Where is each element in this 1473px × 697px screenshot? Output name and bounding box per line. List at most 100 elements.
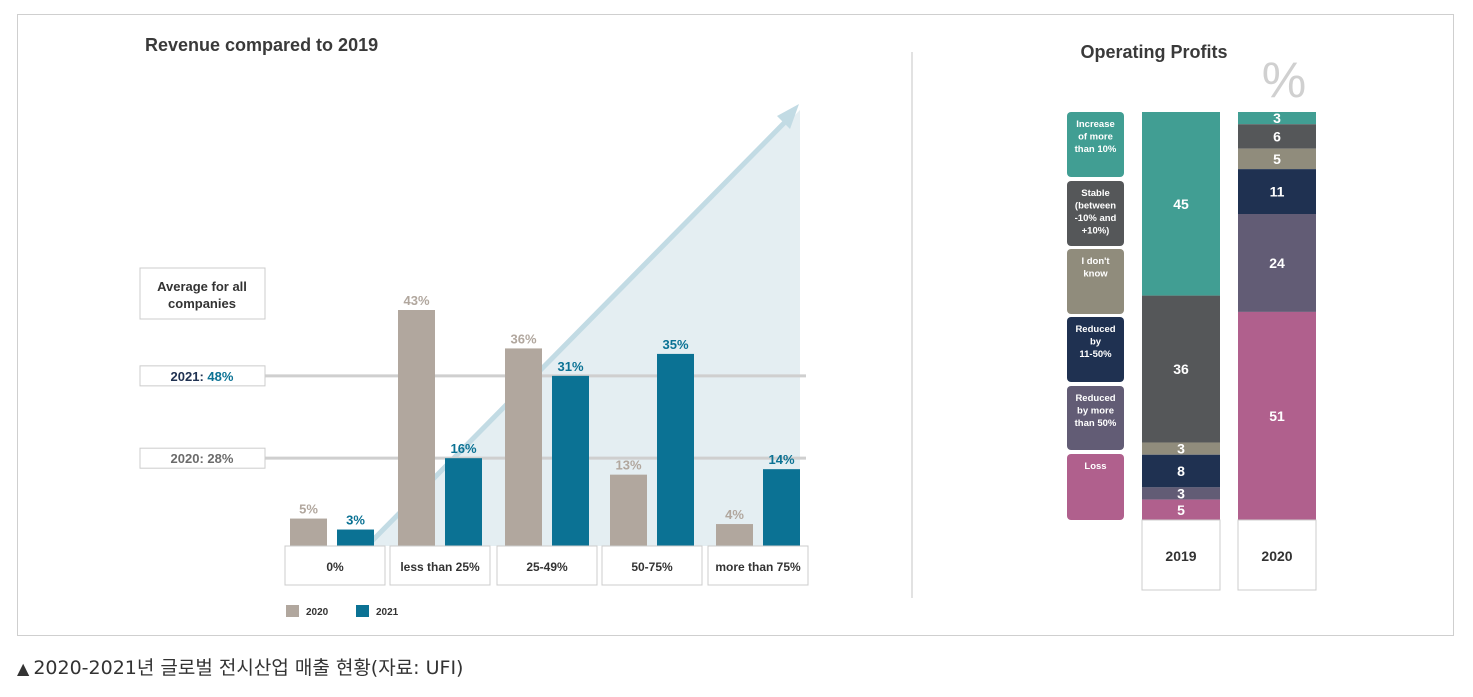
category-label: 2020 [1261, 548, 1292, 564]
segment-label: 51 [1269, 408, 1285, 424]
bar-2020 [290, 518, 327, 546]
stack-segment [1238, 311, 1316, 520]
data-label-2021: 16% [450, 441, 476, 456]
stack-segment [1142, 295, 1220, 443]
chart-title: Operating Profits [1080, 42, 1227, 62]
data-label-2021: 35% [662, 337, 688, 352]
legend-line: by more [1077, 406, 1114, 417]
legend-line: Loss [1084, 461, 1106, 472]
legend-line: than 10% [1075, 144, 1117, 155]
reference-title-line: companies [168, 296, 236, 311]
reference-label-year: 2020: [171, 451, 208, 466]
legend-line: than 50% [1075, 418, 1117, 429]
data-label-2020: 43% [403, 293, 429, 308]
category-box [601, 545, 703, 586]
revenue-chart: Revenue compared to 2019 Average for all c… [139, 35, 809, 618]
segment-label: 11 [1270, 184, 1285, 200]
data-label-2021: 31% [557, 359, 583, 374]
bar-2020 [505, 348, 542, 546]
legend-line: Increase [1076, 119, 1115, 130]
reference-label-year: 2021: [171, 369, 208, 384]
category-box [284, 545, 386, 586]
stack-segment [1238, 112, 1316, 125]
category-label: 25-49% [526, 560, 568, 574]
trend-arrow-line [370, 116, 791, 543]
stack-segment [1142, 454, 1220, 488]
data-label-2021: 3% [346, 513, 365, 528]
chart-title: Revenue compared to 2019 [145, 35, 378, 55]
data-label-2020: 5% [299, 502, 318, 517]
legend-line: I don't [1081, 256, 1110, 267]
reference-label-value: 48% [207, 369, 233, 384]
category-box [496, 545, 598, 586]
figure-caption: ▲ 2020-2021년 글로벌 전시산업 매출 현황(자료: UFI) [17, 653, 463, 680]
legend-line: 11-50% [1079, 349, 1112, 360]
trend-arrow-head [777, 104, 799, 129]
charts-canvas: Revenue compared to 2019 Average for all c… [139, 35, 1317, 618]
bar-2021 [337, 529, 374, 546]
bar-2021 [552, 375, 589, 546]
legend-line: Stable [1081, 188, 1110, 199]
legend-line: (between [1075, 201, 1116, 212]
bar-2021 [657, 353, 694, 546]
reference-label-2020: 2020: 28% [171, 451, 234, 466]
category-label: less than 25% [400, 560, 480, 574]
segment-label: 36 [1173, 361, 1189, 377]
legend-line: of more [1078, 132, 1113, 143]
bar-2021 [763, 469, 800, 546]
data-label-2021: 14% [768, 452, 794, 467]
category-box [389, 545, 491, 586]
figure-frame [17, 14, 1454, 636]
category-box [707, 545, 809, 586]
legend-line: Reduced [1075, 324, 1115, 335]
stack-segment [1142, 487, 1220, 500]
legend-box [1067, 386, 1124, 450]
caption-text: 2020-2021년 글로벌 전시산업 매출 현황(자료: UFI) [33, 657, 464, 679]
segment-label: 5 [1273, 151, 1281, 167]
bar-2020 [610, 474, 647, 546]
segment-label: 3 [1273, 110, 1281, 126]
data-label-2020: 36% [510, 331, 536, 346]
data-label-2020: 13% [615, 458, 641, 473]
stack-segment [1238, 124, 1316, 149]
legend-box [1067, 181, 1124, 246]
stack-segment [1142, 499, 1220, 520]
reference-label-box [139, 447, 266, 469]
legend-box [1067, 249, 1124, 314]
category-label: 2019 [1165, 548, 1196, 564]
triangle-icon: ▲ [17, 659, 30, 678]
data-label-2020: 4% [725, 507, 744, 522]
legend-label-2021: 2021 [376, 607, 399, 618]
legend-label-2020: 2020 [306, 607, 329, 618]
legend-line: by [1090, 337, 1102, 348]
stack-segment [1238, 148, 1316, 170]
stack-segment [1238, 169, 1316, 214]
unit-label: % [1262, 52, 1306, 108]
segment-label: 8 [1177, 463, 1185, 479]
reference-title-line: Average for all [157, 279, 247, 294]
category-box [1141, 519, 1221, 591]
legend-line: know [1083, 269, 1108, 280]
category-label: 0% [326, 560, 344, 574]
bar-2020 [716, 524, 753, 546]
legend-box [1067, 112, 1124, 177]
segment-label: 3 [1177, 485, 1185, 501]
category-label: 50-75% [631, 560, 673, 574]
segment-label: 6 [1273, 128, 1281, 144]
stack-segment [1142, 442, 1220, 455]
category-box [1237, 519, 1317, 591]
legend-swatch-2021 [356, 605, 369, 617]
reference-title-box [139, 267, 266, 320]
category-label: more than 75% [715, 560, 801, 574]
legend-box [1067, 317, 1124, 382]
legend-line: -10% and [1075, 213, 1117, 224]
legend-box [1067, 454, 1124, 520]
bar-2020 [398, 310, 435, 546]
reference-label-2021: 2021: 48% [171, 369, 234, 384]
segment-label: 45 [1173, 196, 1189, 212]
stack-segment [1238, 214, 1316, 312]
legend-line: +10%) [1082, 226, 1110, 237]
legend-line: Reduced [1075, 393, 1115, 404]
bar-2021 [445, 458, 482, 546]
